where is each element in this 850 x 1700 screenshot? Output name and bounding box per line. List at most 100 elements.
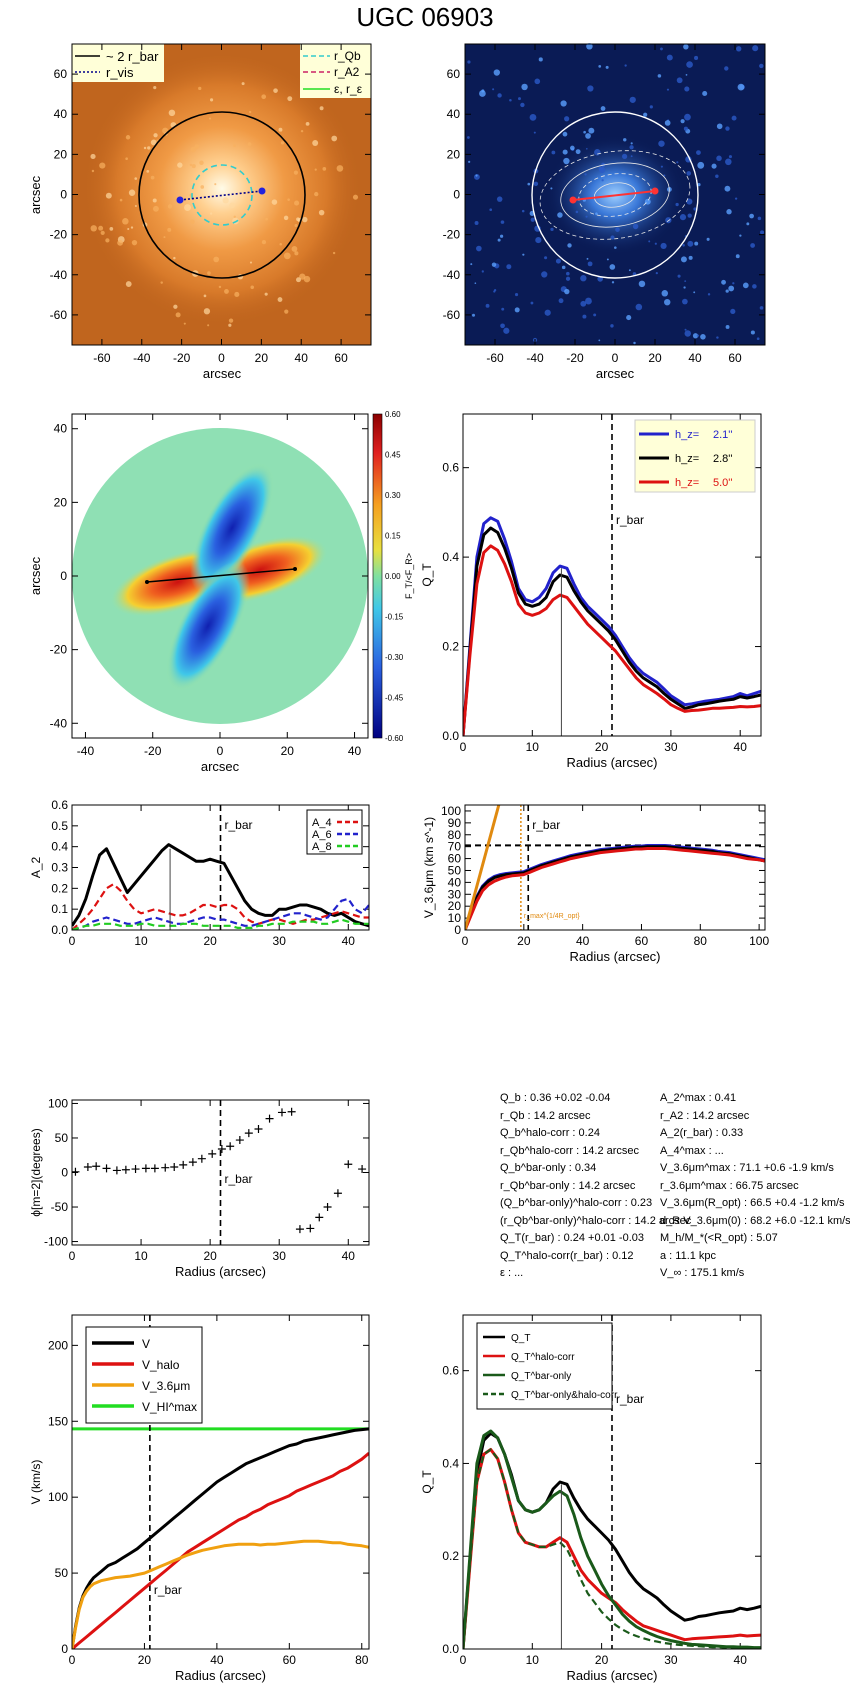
y-tick-label: 10 [448,911,462,925]
residual-knot [481,89,485,93]
residual-knot [497,93,502,98]
param-rqb-baronly: r_Qb^bar-only : 14.2 arcsec [500,1179,636,1192]
residual-knot [624,64,627,67]
residual-knot [615,227,620,232]
residual-knot [470,263,473,266]
star-knot [293,170,299,175]
colorbar-tick-label: 0.45 [385,451,401,460]
residual-knot [561,265,566,270]
residual-knot [550,227,554,232]
x-tick-label: 20 [255,351,269,365]
residual-knot [550,187,553,190]
rbar-label: r_bar [616,513,644,527]
x-tick-label: 10 [526,740,540,754]
y-tick-label: -20 [50,228,68,242]
residual-knot [586,147,588,150]
y-tick-label: 20 [447,147,461,161]
legend-box [306,809,363,855]
star-knot [296,277,301,283]
star-knot [153,133,158,138]
series-line-v-halo [72,1452,369,1649]
star-knot [213,256,220,263]
residual-knot [632,272,637,276]
residual-knot [661,290,669,297]
residual-knot [643,112,648,117]
rbar-label: r_bar [154,1583,182,1597]
plot-frame [71,1099,370,1246]
x-tick-label: 40 [688,351,702,365]
y-tick-label: 0.6 [442,1364,459,1378]
series-line-blue [465,844,765,930]
star-knot [283,252,291,260]
x-tick-label: 10 [134,1249,148,1263]
x-tick-label: 60 [334,351,348,365]
star-knot [200,185,205,189]
series-line-q-t-bar-only-halo-corr [463,1448,761,1649]
residual-knot [675,202,679,207]
y-axis-label: A_2 [29,857,43,879]
plot-frame [71,1314,370,1650]
star-knot [291,246,298,252]
residual-knot [655,271,658,275]
residual-knot [575,149,581,155]
residual-knot [593,313,597,317]
y-tick-label: 50 [55,1566,69,1580]
contour-line [560,162,670,228]
residual-knot [588,127,595,134]
x-tick-label: 60 [635,934,649,948]
residual-knot [610,324,614,328]
residual-knot [580,275,587,282]
star-knot [279,243,282,246]
residual-knot [586,43,593,50]
legend-label: A_4 [312,817,332,829]
residual-knot [585,297,592,305]
residual-knot [529,113,537,121]
residual-knot [530,301,534,305]
residual-knot [623,138,627,142]
residual-knot [657,74,662,78]
param-vmax: V_3.6μm^max : 71.1 +0.6 -1.9 km/s [660,1162,834,1174]
residual-knot [660,47,663,51]
residual-knot [664,120,671,126]
star-knot [207,271,211,275]
x-tick-label: 30 [664,1653,678,1667]
residual-knot [533,131,536,134]
legend-label-rqb: r_Qb [334,49,361,63]
legend-value: 5.0'' [713,477,733,489]
residual-knot [633,341,636,345]
star-knot [248,110,252,114]
star-knot [314,191,319,197]
residual-knot [598,65,602,68]
force-ylabel: arcsec [28,556,43,595]
x-tick-label: -60 [486,351,504,365]
legend-label: Q_T [511,1333,530,1344]
residual-knot [760,230,765,235]
x-tick-label: 60 [728,351,742,365]
parameter-column-right: A_2^max : 0.41 r_A2 : 14.2 arcsec A_2(r_… [660,1090,850,1283]
param-eps: ε : ... [500,1267,524,1279]
residual-knot [522,253,525,256]
star-knot [125,135,131,140]
param-ra2: r_A2 : 14.2 arcsec [660,1109,750,1122]
y-tick-label: 50 [448,863,462,877]
residual-knot [654,242,657,245]
star-knot [153,205,159,212]
residual-knot [680,256,687,263]
amplitudes-chart: 0 10 20 30 40 0.0 0.1 0.2 0.3 0.4 0.5 0.6 A_2 r_bar A_… [29,798,370,948]
legend-label-2rbar: ~ 2 r_bar [106,49,159,64]
star-knot [177,162,183,168]
bar-line [179,190,263,201]
residual-knot [467,136,470,139]
star-knot [228,323,232,327]
legend-label: A_8 [312,841,332,853]
residual-knot [750,243,755,248]
residual-knot [564,116,570,122]
star-knot [167,227,172,232]
colorbar-tick-label: 0.15 [385,532,401,541]
residual-knot [757,216,762,221]
residual-knot [677,274,681,278]
x-tick-label: 100 [749,934,769,948]
y-tick-label: 70 [448,840,462,854]
star-knot [134,204,137,207]
star-knot [294,200,300,206]
